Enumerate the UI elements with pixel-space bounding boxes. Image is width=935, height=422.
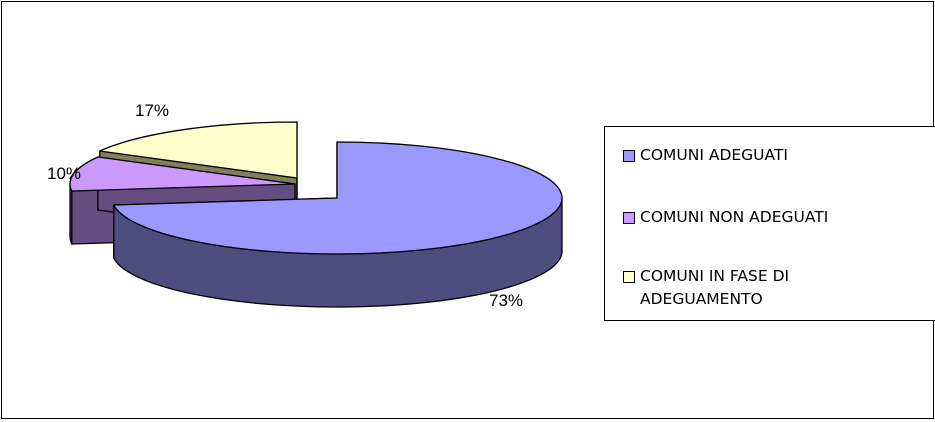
data-label-comuni-adeguati: 73% bbox=[489, 291, 524, 310]
legend-label: COMUNI NON ADEGUATI bbox=[640, 208, 829, 226]
legend-item-comuni-in-fase: COMUNI IN FASE DI ADEGUAMENTO bbox=[623, 265, 789, 311]
legend-label: COMUNI IN FASE DI ADEGUAMENTO bbox=[640, 267, 790, 308]
slice-comuni-in-fase bbox=[99, 121, 298, 179]
data-label-comuni-in-fase: 17% bbox=[135, 101, 170, 120]
legend-swatch bbox=[623, 150, 635, 162]
legend-item-comuni-non-adeguati: COMUNI NON ADEGUATI bbox=[623, 206, 828, 229]
legend-item-comuni-adeguati: COMUNI ADEGUATI bbox=[623, 144, 788, 167]
slice-comuni-adeguati bbox=[113, 141, 563, 255]
legend-swatch bbox=[623, 271, 635, 283]
legend-label: COMUNI ADEGUATI bbox=[640, 146, 788, 164]
slice-comuni-non-adeguati bbox=[69, 156, 296, 192]
legend-swatch bbox=[623, 212, 635, 224]
slice-rim-comuni-non-adeguati bbox=[69, 183, 73, 245]
legend: COMUNI ADEGUATI COMUNI NON ADEGUATI COMU… bbox=[604, 126, 935, 321]
data-label-comuni-non-adeguati: 10% bbox=[47, 164, 82, 183]
